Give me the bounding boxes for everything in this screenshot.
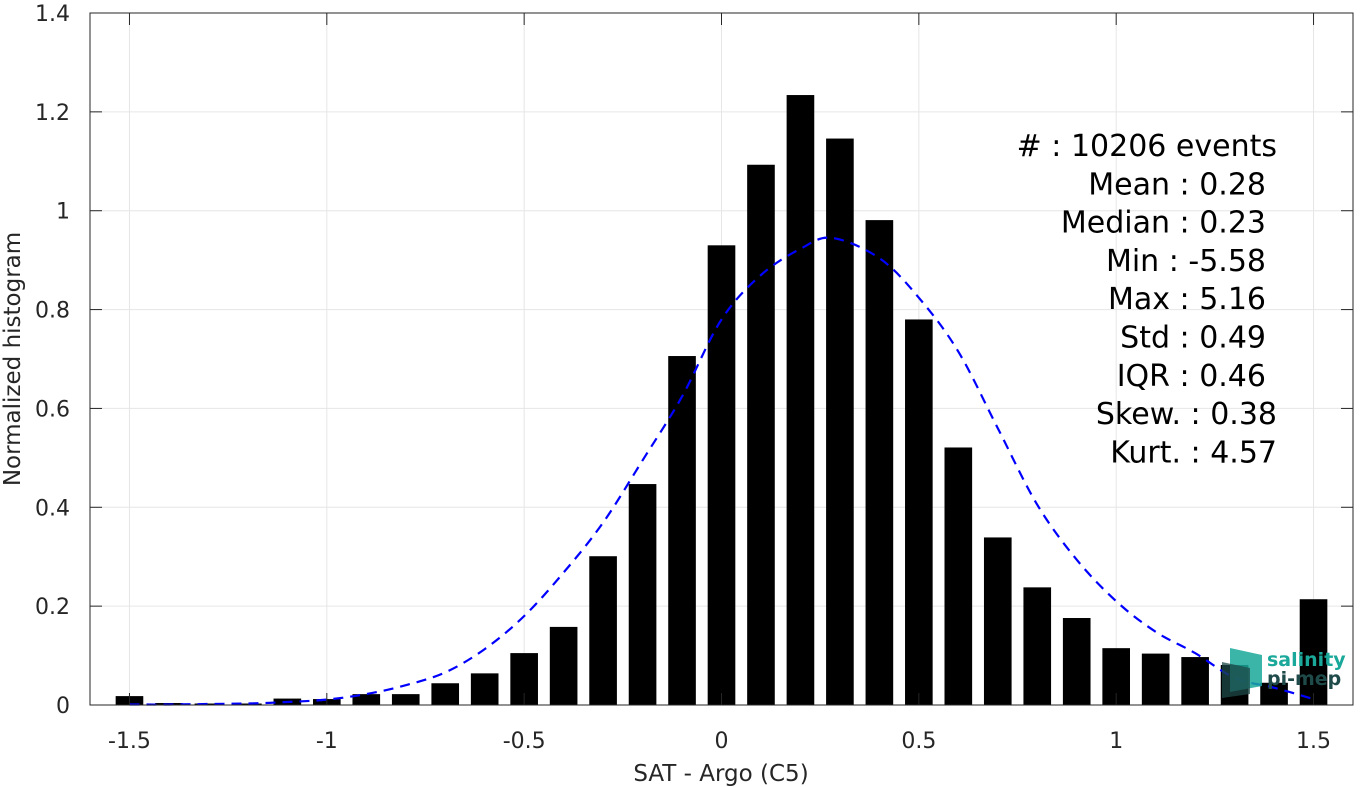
y-tick-label-0: 0	[56, 694, 70, 719]
y-tick-label-6: 1.2	[35, 101, 70, 126]
histogram-bar-14	[668, 356, 696, 705]
stat-line-1: Mean : 0.28	[1088, 167, 1266, 202]
histogram-bar-2	[194, 703, 223, 705]
stat-line-5: Std : 0.49	[1120, 321, 1266, 356]
histogram-bar-23	[1023, 587, 1052, 705]
histogram-bar-24	[1062, 618, 1091, 705]
histogram-bar-26	[1141, 653, 1170, 705]
histogram-bar-17	[786, 95, 815, 705]
y-tick-label-5: 1	[56, 200, 70, 225]
x-tick-label-4: 0.5	[901, 729, 936, 754]
bars	[115, 95, 1328, 706]
logo-mark-front	[1222, 662, 1250, 698]
y-tick-label-4: 0.8	[35, 299, 70, 324]
x-tick-label-2: -0.5	[503, 729, 546, 754]
histogram-bar-19	[865, 220, 894, 705]
fit-curve	[129, 236, 1314, 706]
histogram-bar-20	[905, 319, 933, 705]
histogram-bar-22	[983, 537, 1012, 705]
x-tick-label-5: 1	[1109, 729, 1123, 754]
histogram-bar-30	[1299, 599, 1328, 705]
x-tick-label-1: -1	[316, 729, 338, 754]
histogram-bar-29	[1260, 682, 1288, 705]
stat-line-3: Min : -5.58	[1106, 244, 1266, 279]
histogram-bar-18	[826, 138, 854, 705]
histogram-bar-12	[589, 556, 617, 705]
y-tick-label-7: 1.4	[35, 2, 70, 27]
histogram-bar-11	[549, 626, 578, 705]
logo-text-salinity: salinity	[1267, 649, 1346, 671]
grid	[90, 12, 1353, 706]
histogram-bar-21	[944, 447, 973, 705]
stat-line-0: # : 10206 events	[1017, 129, 1277, 164]
y-tick-label-3: 0.6	[35, 397, 70, 422]
histogram-bar-13	[628, 484, 657, 705]
y-axis-title: Normalized histogram	[0, 232, 26, 486]
stat-line-4: Max : 5.16	[1108, 282, 1266, 317]
histogram-bar-3	[234, 703, 262, 705]
x-tick-label-3: 0	[715, 729, 729, 754]
histogram-bar-16	[747, 164, 775, 705]
x-tick-label-6: 1.5	[1296, 729, 1331, 754]
logo-text-pimep: pi-mep	[1267, 668, 1341, 690]
histogram-bar-6	[352, 694, 381, 705]
stat-line-2: Median : 0.23	[1061, 206, 1266, 241]
histogram-bar-8	[431, 683, 460, 705]
histogram-bar-7	[391, 694, 420, 705]
x-tick-label-0: -1.5	[108, 729, 151, 754]
stat-line-7: Skew. : 0.38	[1096, 397, 1277, 432]
x-axis-title: SAT - Argo (C5)	[633, 761, 808, 787]
y-tick-label-2: 0.4	[35, 496, 70, 521]
histogram-bar-27	[1181, 657, 1209, 705]
stat-line-6: IQR : 0.46	[1117, 359, 1266, 394]
salinity-pimep-logo: salinity pi-mep	[1222, 648, 1346, 698]
y-tick-label-1: 0.2	[35, 595, 70, 620]
y-axis-ticks: 0 0.2 0.4 0.6 0.8 1 1.2 1.4	[35, 2, 1353, 719]
histogram-bar-15	[707, 245, 736, 706]
stat-line-8: Kurt. : 4.57	[1110, 435, 1277, 470]
x-axis-ticks: -1.5 -1 -0.5 0 0.5 1 1.5	[108, 13, 1331, 754]
histogram-bar-9	[470, 673, 499, 705]
